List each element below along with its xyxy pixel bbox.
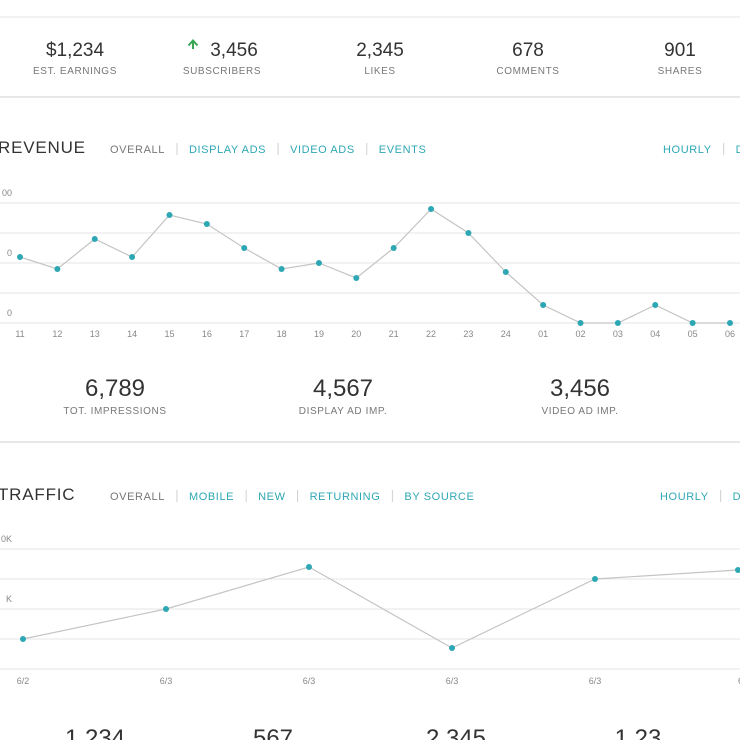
tab[interactable]: OVERALL — [110, 144, 165, 156]
data-point — [390, 245, 397, 251]
tab[interactable]: OVERALL — [110, 491, 165, 503]
stat-label: TOT. IMPRESSIONS — [63, 406, 166, 417]
x-tick-label: 13 — [90, 329, 100, 339]
y-tick-label: 0 — [7, 248, 12, 258]
data-point — [129, 254, 136, 260]
data-point — [278, 266, 285, 272]
data-point — [54, 266, 61, 272]
tab[interactable]: MOBILE — [189, 491, 234, 503]
data-point — [20, 636, 26, 642]
series-line — [19, 208, 730, 324]
range-tab[interactable]: DA — [733, 491, 740, 503]
data-point — [540, 302, 547, 308]
stat-label: EST. EARNINGS — [33, 66, 117, 77]
range-tab[interactable]: D — [736, 144, 740, 156]
x-tick-label: 6/3 — [446, 676, 459, 686]
x-tick-label: 16 — [202, 329, 212, 339]
stat-value: 6,789 — [85, 375, 145, 402]
data-point — [241, 245, 248, 251]
x-tick-label: 19 — [314, 329, 324, 339]
stat-value: 1,23 — [615, 725, 662, 740]
x-tick-label: 18 — [277, 329, 287, 339]
x-tick-label: 6 — [738, 676, 740, 686]
stat-value: 1,234 — [65, 725, 125, 740]
tab[interactable]: EVENTS — [379, 144, 427, 156]
stat-value: 2,345 — [426, 725, 486, 740]
y-tick-label: 0K — [1, 534, 12, 544]
stat-label: LIKES — [364, 66, 395, 77]
tab[interactable]: NEW — [258, 491, 285, 503]
x-tick-label: 01 — [538, 329, 548, 339]
data-point — [689, 320, 696, 326]
x-tick-label: 6/3 — [589, 676, 602, 686]
section-title: REVENUE — [0, 138, 86, 157]
x-tick-label: 21 — [389, 329, 399, 339]
x-tick-label: 03 — [613, 329, 623, 339]
x-tick-label: 6/2 — [17, 676, 30, 686]
stat-value: 2,345 — [356, 40, 404, 61]
x-tick-label: 22 — [426, 329, 436, 339]
data-point — [449, 645, 455, 651]
data-point — [577, 320, 584, 326]
stat-value: $1,234 — [46, 40, 105, 61]
x-tick-label: 24 — [501, 329, 511, 339]
data-point — [203, 221, 210, 227]
x-tick-label: 23 — [463, 329, 473, 339]
stat-label: SUBSCRIBERS — [183, 66, 261, 77]
tab[interactable]: DISPLAY ADS — [189, 144, 266, 156]
range-tab[interactable]: HOURLY — [663, 144, 712, 156]
y-tick-label: 0 — [7, 308, 12, 318]
x-tick-label: 11 — [15, 329, 24, 339]
tab[interactable]: VIDEO ADS — [290, 144, 355, 156]
data-point — [727, 320, 733, 326]
x-tick-label: 12 — [52, 329, 62, 339]
x-tick-label: 15 — [164, 329, 174, 339]
stat-label: SHARES — [658, 66, 703, 77]
stat-value: 567 — [253, 725, 293, 740]
data-point — [315, 260, 322, 266]
stat-value: 4,567 — [313, 375, 373, 402]
data-point — [163, 606, 169, 612]
x-tick-label: 02 — [576, 329, 586, 339]
y-tick-label: K — [6, 594, 12, 604]
x-tick-label: 6/3 — [303, 676, 316, 686]
stat-value: 3,456 — [550, 375, 610, 402]
data-point — [306, 564, 312, 570]
data-point — [166, 212, 173, 218]
data-point — [428, 206, 435, 212]
stat-label: DISPLAY AD IMP. — [299, 406, 387, 417]
data-point — [91, 236, 98, 242]
series-line — [22, 566, 739, 649]
up-arrow-icon — [187, 39, 199, 49]
stat-value: 3,456 — [210, 40, 258, 61]
x-tick-label: 05 — [688, 329, 698, 339]
tab[interactable]: BY SOURCE — [404, 491, 474, 503]
stat-value: 678 — [512, 40, 544, 61]
data-point — [735, 567, 740, 573]
tab[interactable]: RETURNING — [310, 491, 381, 503]
data-point — [614, 320, 621, 326]
data-point — [592, 576, 598, 582]
data-point — [652, 302, 659, 308]
stat-label: COMMENTS — [496, 66, 559, 77]
data-point — [502, 269, 509, 275]
stat-label: VIDEO AD IMP. — [541, 406, 618, 417]
stat-value: 901 — [664, 40, 696, 61]
x-tick-label: 14 — [127, 329, 137, 339]
range-tab[interactable]: HOURLY — [660, 491, 709, 503]
data-point — [465, 230, 472, 236]
data-point — [353, 275, 360, 281]
section-title: TRAFFIC — [0, 485, 75, 504]
x-tick-label: 17 — [239, 329, 249, 339]
x-tick-label: 6/3 — [160, 676, 173, 686]
y-tick-label: 00 — [2, 188, 12, 198]
x-tick-label: 20 — [351, 329, 361, 339]
x-tick-label: 06 — [725, 329, 735, 339]
data-point — [17, 254, 23, 260]
x-tick-label: 04 — [650, 329, 660, 339]
